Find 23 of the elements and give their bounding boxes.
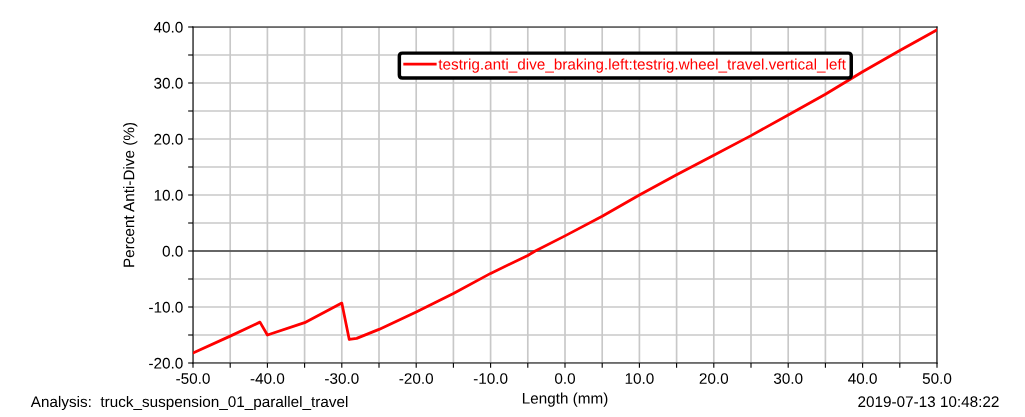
y-tick-label: 30.0 — [154, 77, 183, 89]
x-tick-label: 50.0 — [922, 373, 952, 384]
y-tick-label: 10.0 — [154, 189, 183, 201]
x-tick-label: 10.0 — [625, 373, 654, 384]
text: Analysis: truck_suspension_01_parallel_travel — [30, 395, 348, 411]
x-tick-label: -10.0 — [473, 373, 508, 384]
x-tick-label: -40.0 — [250, 373, 285, 384]
y-tick-label: 20.0 — [154, 133, 183, 145]
legend-label: testrig.anti_dive_braking.left:testrig.wheel_travel.vertical_left — [438, 58, 846, 73]
y-tick-label: 40.0 — [153, 21, 183, 33]
x-tick-label: 20.0 — [699, 373, 729, 384]
x-tick-label: -20.0 — [399, 373, 434, 384]
y-tick-label: -10.0 — [149, 301, 183, 313]
y-tick-label: -20.0 — [149, 357, 183, 369]
x-tick-label: -30.0 — [325, 373, 359, 384]
text: 2019-07-13 10:48:22 — [858, 396, 999, 408]
x-tick-label: -50.0 — [176, 373, 210, 384]
x-axis-title: Length (mm) — [522, 392, 608, 407]
y-axis-title: Percent Anti-Dive (%) — [123, 122, 138, 267]
x-tick-label: 40.0 — [848, 373, 877, 384]
x-tick-label: 0.0 — [554, 373, 576, 384]
y-tick-label: 0.0 — [162, 245, 183, 257]
x-tick-label: 30.0 — [773, 373, 803, 384]
